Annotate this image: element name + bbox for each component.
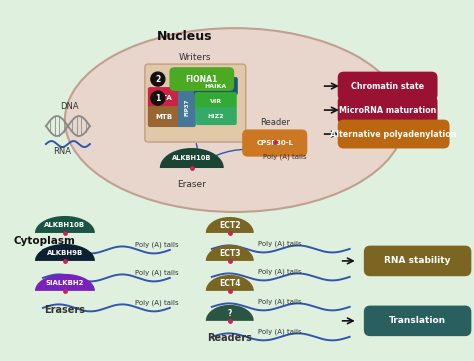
Polygon shape (206, 245, 254, 261)
Text: Eraser: Eraser (177, 180, 206, 189)
Text: FIONA1: FIONA1 (186, 75, 218, 84)
Text: Reader: Reader (260, 118, 290, 127)
Text: ECT4: ECT4 (219, 279, 240, 288)
Circle shape (151, 72, 165, 86)
Text: Translation: Translation (389, 316, 446, 325)
Text: ?: ? (228, 309, 232, 318)
Text: RNA: RNA (53, 147, 71, 156)
Text: ECT3: ECT3 (219, 249, 240, 258)
Text: MTA: MTA (155, 95, 172, 101)
Text: Erasers: Erasers (45, 305, 85, 315)
FancyBboxPatch shape (242, 130, 307, 157)
FancyBboxPatch shape (148, 87, 180, 109)
Text: Poly (A) tails: Poly (A) tails (263, 154, 307, 160)
Text: Poly (A) tails: Poly (A) tails (258, 329, 301, 335)
Text: VIR: VIR (210, 99, 222, 104)
Polygon shape (35, 274, 95, 291)
Polygon shape (206, 275, 254, 291)
Text: ECT2: ECT2 (219, 221, 240, 230)
Text: RNA stability: RNA stability (384, 256, 451, 265)
Text: Writers: Writers (179, 53, 211, 62)
Text: ALKBH9B: ALKBH9B (47, 250, 83, 256)
FancyBboxPatch shape (337, 96, 438, 125)
Polygon shape (35, 216, 95, 233)
Text: 1: 1 (155, 93, 161, 103)
FancyBboxPatch shape (337, 119, 449, 148)
Polygon shape (35, 244, 95, 261)
Text: MTB: MTB (155, 114, 173, 120)
Text: 2: 2 (155, 75, 161, 84)
Text: DNA: DNA (61, 102, 79, 111)
FancyBboxPatch shape (364, 245, 471, 276)
Text: Cytoplasm: Cytoplasm (14, 236, 76, 246)
Text: HAIKA: HAIKA (205, 84, 227, 88)
FancyBboxPatch shape (178, 87, 196, 127)
Text: Poly (A) tails: Poly (A) tails (135, 242, 179, 248)
Text: MicroRNA maturation: MicroRNA maturation (339, 105, 436, 114)
Text: CPSF30-L: CPSF30-L (256, 140, 293, 146)
FancyBboxPatch shape (364, 305, 471, 336)
Text: Alternative polyadenylation: Alternative polyadenylation (330, 130, 457, 139)
Text: SlALKBH2: SlALKBH2 (46, 280, 84, 286)
Text: Poly (A) tails: Poly (A) tails (135, 270, 179, 276)
Polygon shape (206, 217, 254, 233)
Text: HIZ2: HIZ2 (208, 114, 224, 118)
Text: Poly (A) tails: Poly (A) tails (135, 300, 179, 306)
Text: Poly (A) tails: Poly (A) tails (258, 269, 301, 275)
Text: Nucleus: Nucleus (157, 30, 212, 43)
Text: FIP37: FIP37 (184, 98, 189, 116)
Text: ALKBH10B: ALKBH10B (45, 222, 85, 228)
Circle shape (151, 91, 165, 105)
FancyBboxPatch shape (148, 106, 180, 127)
FancyBboxPatch shape (169, 67, 234, 91)
Text: Poly (A) tails: Poly (A) tails (258, 241, 301, 247)
Polygon shape (206, 305, 254, 321)
FancyBboxPatch shape (195, 92, 237, 109)
Polygon shape (160, 148, 224, 168)
FancyBboxPatch shape (337, 71, 438, 100)
FancyBboxPatch shape (196, 107, 237, 125)
FancyBboxPatch shape (145, 64, 246, 142)
Text: ALKBH10B: ALKBH10B (172, 156, 211, 161)
FancyBboxPatch shape (194, 77, 238, 95)
Text: Poly (A) tails: Poly (A) tails (258, 299, 301, 305)
Text: Readers: Readers (207, 333, 252, 343)
Text: Chromatin state: Chromatin state (351, 82, 424, 91)
Ellipse shape (65, 28, 405, 212)
